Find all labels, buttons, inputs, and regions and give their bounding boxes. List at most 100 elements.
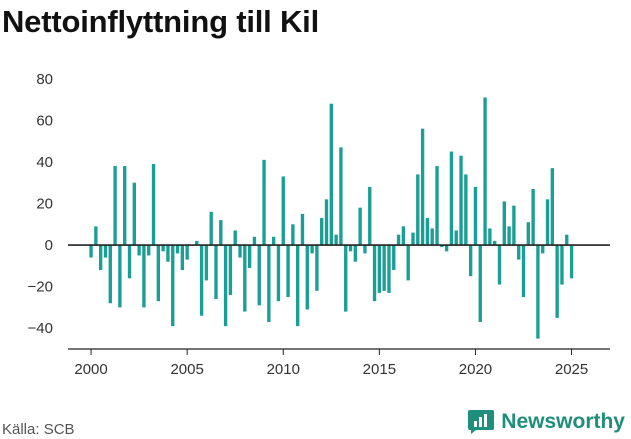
bar [286,245,290,298]
bar [401,226,406,246]
bar [118,245,122,308]
bar [180,245,185,271]
x-tick-label: 2015 [363,361,396,378]
bar [497,245,502,285]
y-axis: −40 −20 0 20 40 60 80 [28,71,53,337]
bar [247,245,252,268]
bar [262,159,266,246]
bar [300,213,305,246]
bar [132,182,136,246]
bar [531,188,535,246]
bar [151,164,156,246]
bar [387,245,391,293]
bar [171,245,175,327]
bar [329,103,333,246]
bar [396,234,401,246]
bar [175,245,180,254]
bar [565,234,569,246]
bar [416,174,420,246]
x-axis: 2000 2005 2010 2015 2020 2025 [68,348,610,378]
y-tick-label: −20 [28,279,53,296]
bar [195,240,199,246]
y-tick-label: 40 [36,154,53,171]
bar [478,245,482,322]
bar [320,218,324,246]
x-tick-label: 2010 [267,361,300,378]
y-tick-label: 0 [45,237,53,254]
bar [94,226,98,246]
brand-logo[interactable]: Newsworthy [467,409,625,435]
y-tick-label: 60 [36,112,53,129]
source-label: Källa: SCB [2,421,75,438]
bar [555,245,559,318]
bar [296,245,300,327]
bar [103,245,108,258]
bar [358,207,362,246]
bar [521,245,526,298]
bar [324,199,329,246]
bar [353,245,358,262]
bar [305,245,309,310]
bar [291,224,295,246]
bar [344,245,348,312]
bar [348,245,353,252]
bar [392,245,396,271]
bar [502,201,506,246]
bar [334,234,338,246]
x-tick-label: 2020 [459,361,492,378]
bar [368,186,372,246]
bar [411,232,415,246]
chart-title: Nettoinflyttning till Kil [2,4,320,39]
bar [108,245,112,304]
bar [449,151,454,246]
bar [89,245,93,258]
bar [550,168,555,246]
bar [199,245,204,316]
bar [267,245,271,322]
bar [123,166,127,246]
bar [339,147,343,246]
bar [127,245,132,279]
bar [420,128,425,246]
bar [435,166,439,246]
bar [204,245,209,281]
bar [185,245,189,260]
bar [473,186,478,246]
bar [166,245,170,262]
bar [98,245,103,271]
bar-chart: −40 −20 0 20 40 60 80 2000 2005 2010 2015 2020 2025 [28,71,610,378]
bar [406,245,410,281]
bars [89,97,574,339]
bar [545,199,550,246]
bar [454,230,458,246]
bar [233,230,237,246]
brand-name: Newsworthy [501,410,625,433]
bar [310,245,314,254]
bar [219,220,223,246]
bar [541,245,545,254]
bar [271,236,276,246]
bar [223,245,228,327]
newsworthy-logo-icon [468,410,495,434]
bar [507,226,511,246]
bar [377,245,382,293]
bar [315,245,319,291]
bar [488,228,492,246]
bar [372,245,377,302]
bar [382,245,386,291]
bar [526,222,530,246]
bar [425,218,430,246]
bar [430,228,434,246]
bar [161,245,165,252]
bar [493,240,497,246]
bar [142,245,146,308]
bar [536,245,540,339]
bar [137,245,141,256]
bar [459,155,463,246]
bar [560,245,564,285]
bar [363,245,367,254]
bar [569,245,574,279]
bar [483,97,487,246]
y-tick-label: 80 [36,71,53,88]
y-tick-label: −40 [28,320,53,337]
